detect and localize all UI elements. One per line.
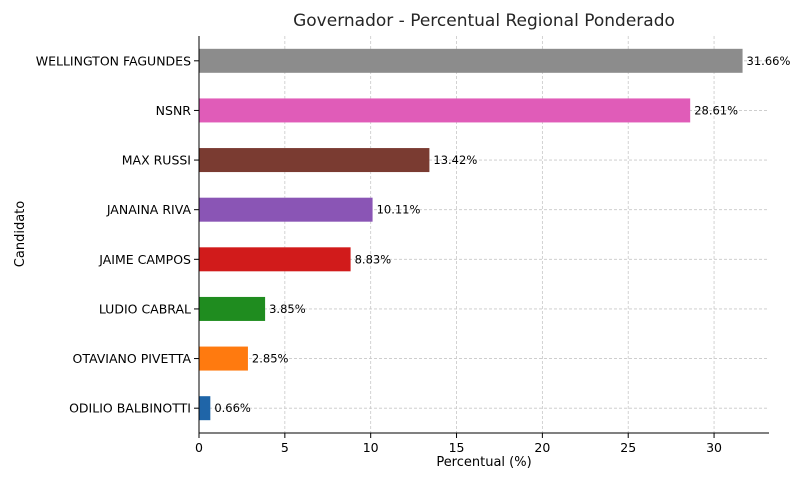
category-label: ODILIO BALBINOTTI xyxy=(69,401,191,416)
data-label: 2.85% xyxy=(252,352,289,366)
x-tick-label: 20 xyxy=(534,440,550,455)
bar xyxy=(199,197,373,222)
data-label: 0.66% xyxy=(214,401,251,415)
category-label: JANAINA RIVA xyxy=(106,202,192,217)
category-label: LUDIO CABRAL xyxy=(99,301,191,316)
bar xyxy=(199,396,211,421)
bar xyxy=(199,148,430,173)
x-axis-ticks: 0 5 10 15 20 25 30 xyxy=(194,60,722,455)
category-label: OTAVIANO PIVETTA xyxy=(72,351,191,366)
x-tick-label: 15 xyxy=(449,440,465,455)
x-axis-label: Percentual (%) xyxy=(436,455,531,470)
bar xyxy=(199,346,248,371)
data-label: 13.42% xyxy=(433,153,477,167)
bar xyxy=(199,48,743,73)
data-label: 3.85% xyxy=(269,302,306,316)
bar xyxy=(199,247,351,272)
category-label: WELLINGTON FAGUNDES xyxy=(36,53,191,68)
bar xyxy=(199,98,691,123)
x-tick-label: 25 xyxy=(620,440,636,455)
value-labels: 31.66% 28.61% 13.42% 10.11% 8.83% 3.85% 2.85% 0… xyxy=(214,54,790,415)
x-tick-label: 30 xyxy=(706,440,722,455)
x-tick-label: 10 xyxy=(363,440,379,455)
data-label: 10.11% xyxy=(377,203,421,217)
grid-lines xyxy=(198,36,769,433)
category-label: MAX RUSSI xyxy=(122,153,191,168)
x-tick-label: 5 xyxy=(281,440,289,455)
y-axis-label: Candidato xyxy=(13,201,28,267)
x-tick-label: 0 xyxy=(195,440,203,455)
data-label: 28.61% xyxy=(694,103,738,117)
category-labels: WELLINGTON FAGUNDES NSNR MAX RUSSI JANAINA … xyxy=(36,53,192,415)
category-label: NSNR xyxy=(156,103,192,118)
bar xyxy=(199,296,266,321)
data-label: 31.66% xyxy=(747,54,791,68)
data-label: 8.83% xyxy=(355,252,392,266)
bars xyxy=(199,48,743,421)
chart-title: Governador - Percentual Regional Pondera… xyxy=(293,11,675,31)
category-label: JAIME CAMPOS xyxy=(98,252,191,267)
